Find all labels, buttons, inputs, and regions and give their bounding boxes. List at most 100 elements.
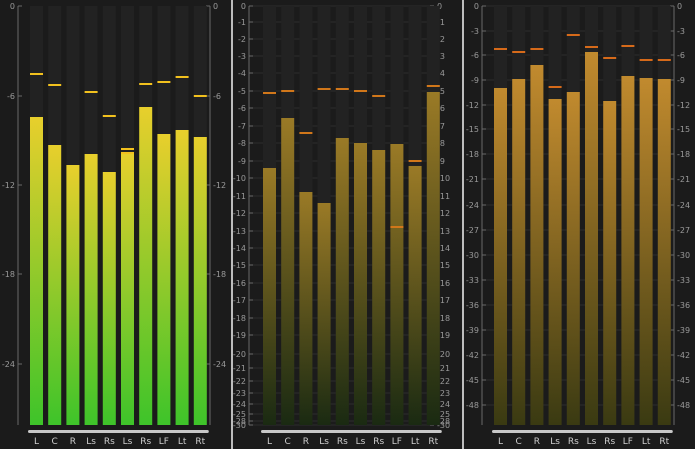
channel-label: Rt (659, 437, 669, 447)
scale-label-right: -19 (437, 331, 450, 340)
peak-hold-marker (354, 90, 367, 92)
peak-hold-marker (390, 226, 404, 228)
scale-label-right: -24 (437, 400, 450, 409)
scale-label-left: -12 (466, 101, 479, 110)
level-bar-r (299, 192, 313, 425)
channel-label: Rs (104, 437, 115, 447)
scale-label-left: -24 (2, 360, 15, 369)
peak-hold-marker (48, 84, 62, 86)
scale-label-left: -33 (466, 276, 479, 285)
channel-label: C (285, 437, 291, 447)
scale-label-right: -48 (677, 401, 690, 410)
scale-label-left: -30 (233, 421, 246, 430)
scale-label-right: -21 (677, 175, 690, 184)
scale-label-left: -13 (233, 227, 246, 236)
scale-label-right: -45 (677, 376, 690, 385)
channel-label: Rt (195, 437, 205, 447)
scale-label-left: -3 (471, 27, 479, 36)
scale-label-left: -7 (238, 122, 246, 131)
scale-label-right: -25 (437, 410, 450, 419)
scale-label-left: -27 (466, 226, 479, 235)
scale-label-right: -9 (437, 157, 445, 166)
level-bar-ls (317, 203, 331, 425)
channel-label: Ls (550, 437, 560, 447)
scale-label-left: 0 (474, 2, 479, 11)
peak-hold-marker (299, 132, 313, 134)
scale-label-left: -21 (466, 175, 479, 184)
channel-label: L (34, 437, 39, 447)
level-bar-lf (390, 144, 404, 425)
scale-label-right: -33 (677, 276, 690, 285)
scale-label-right: -11 (437, 192, 450, 201)
scale-label-right: -10 (437, 174, 450, 183)
meter-panel-3: 0 -3 -6 -9 -12 -15 -18 -21 -24 -27 -30 -33 -36 -39 -42… (464, 0, 695, 449)
scale-label-left: -6 (471, 51, 479, 60)
channel-label: Rs (140, 437, 151, 447)
channel-label: R (70, 437, 76, 447)
scale-label-right: -1 (437, 18, 445, 27)
scale-label-left: -5 (238, 87, 246, 96)
level-bar-ls (548, 99, 562, 425)
scale-label-left: -20 (233, 350, 246, 359)
channel-label: R (534, 437, 540, 447)
scale-label-right: -23 (437, 389, 450, 398)
peak-hold-marker (512, 51, 526, 53)
scale-label-right: -22 (437, 377, 450, 386)
scale-label-right: -24 (213, 360, 226, 369)
scale-label-left: -24 (233, 400, 246, 409)
scale-label-left: -36 (466, 301, 479, 310)
scale-label-right: -13 (437, 227, 450, 236)
channel-label: Lt (178, 437, 187, 447)
level-bar-l (494, 88, 507, 425)
peak-hold-marker (639, 59, 653, 61)
peak-hold-marker (603, 57, 617, 59)
level-bar-c (281, 118, 295, 425)
scale-label-right: -6 (213, 92, 221, 101)
scale-label-right: -39 (677, 326, 690, 335)
scale-label-left: -15 (233, 261, 246, 270)
meter-1-graphic: 0 -6 -12 -18 -24 0 -6 -12 -18 -24 L C R Ls Rs Ls Rs LF Lt R… (2, 2, 226, 447)
level-bar-rs (566, 92, 580, 425)
scale-label-left: -18 (2, 270, 15, 279)
scale-label-right: -42 (677, 351, 690, 360)
scale-label-right: -7 (437, 122, 445, 131)
channel-label: LF (623, 437, 633, 447)
scale-label-left: 0 (241, 2, 246, 11)
channel-label: Rs (568, 437, 579, 447)
scale-label-right: -12 (437, 209, 450, 218)
scale-label-right: -24 (677, 201, 690, 210)
peak-hold-marker (30, 73, 43, 75)
level-bar-lt (175, 130, 189, 425)
peak-hold-marker (102, 115, 116, 117)
peak-hold-marker (621, 45, 635, 47)
peak-hold-marker (408, 160, 422, 162)
level-bar-rt (193, 137, 207, 425)
channel-group-bracket (492, 430, 673, 433)
scale-label-right: -30 (437, 421, 450, 430)
scale-label-left: -12 (233, 209, 246, 218)
peak-hold-marker (548, 86, 562, 88)
scale-label-right: -21 (437, 364, 450, 373)
scale-label-left: -9 (471, 76, 479, 85)
scale-label-right: -3 (437, 52, 445, 61)
scale-label-left: -22 (233, 377, 246, 386)
level-bar-lt (639, 78, 653, 425)
peak-hold-marker (281, 90, 295, 92)
scale-label-left: -15 (466, 125, 479, 134)
meter-2-graphic: 0 -1 -2 -3 -4 -5 -6 -7 -8 -9 -10 -11 -12 -13 -14 -15 -16… (233, 2, 450, 447)
peak-hold-marker (335, 88, 349, 90)
peak-hold-marker (193, 95, 207, 97)
scale-label-right: -28 (437, 417, 450, 426)
channel-label: Rs (373, 437, 384, 447)
channel-label: Ls (86, 437, 96, 447)
scale-label-left: -18 (466, 150, 479, 159)
scale-label-right: 0 (213, 2, 218, 11)
scale-label-left: -9 (238, 157, 246, 166)
scale-label-left: -48 (466, 401, 479, 410)
level-bar-rt (426, 92, 440, 425)
channel-label: LF (159, 437, 169, 447)
panel-divider (231, 0, 233, 449)
scale-label-right: -12 (677, 101, 690, 110)
scale-label-right: -36 (677, 301, 690, 310)
level-bar-ls (354, 143, 367, 425)
